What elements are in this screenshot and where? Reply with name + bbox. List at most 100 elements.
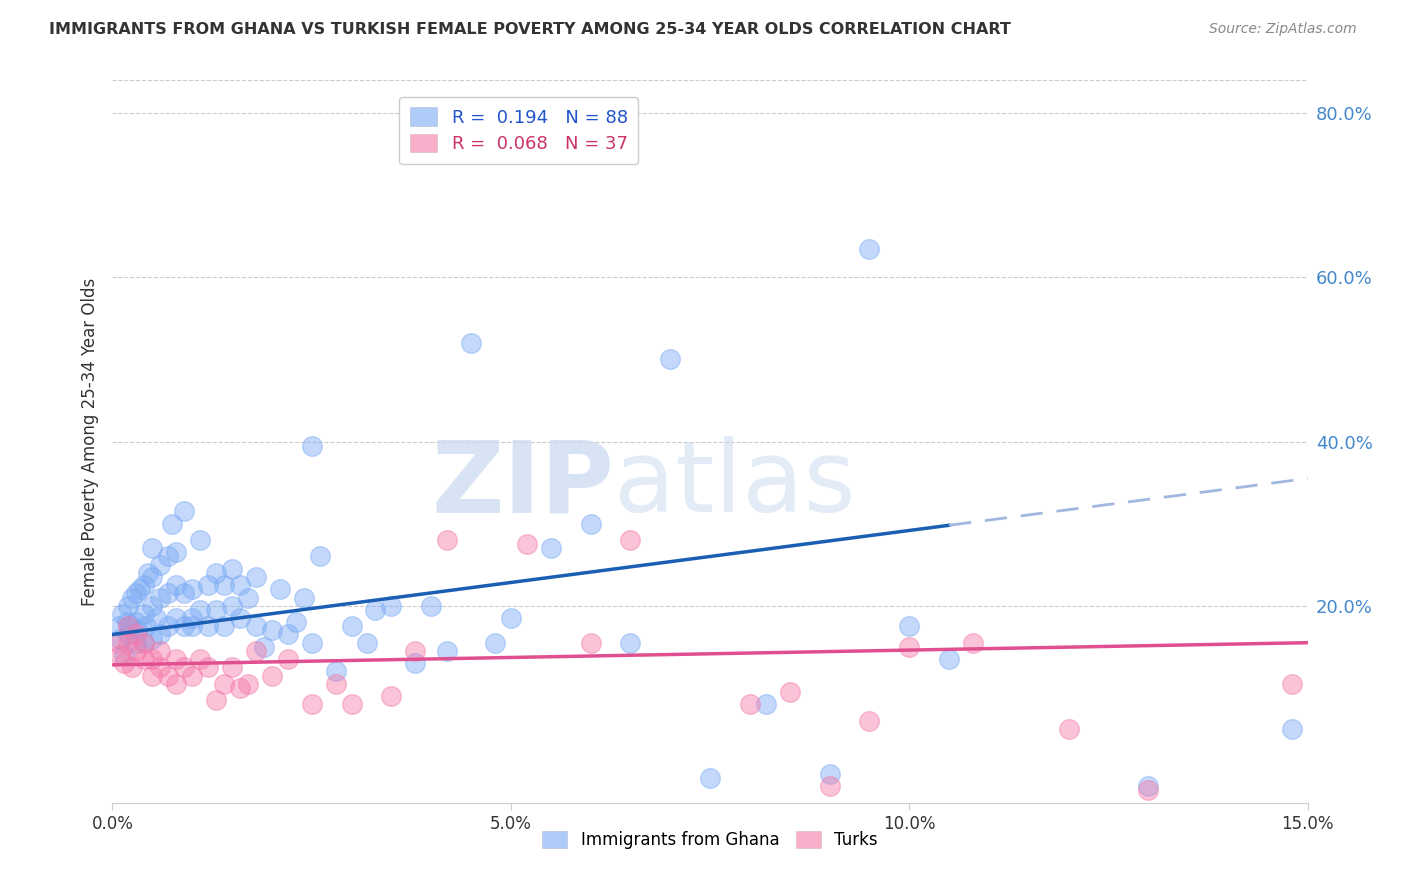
Point	[108, 636, 131, 650]
Point	[197, 619, 219, 633]
Point	[404, 657, 426, 671]
Point	[229, 578, 252, 592]
Point	[181, 582, 204, 597]
Point	[436, 644, 458, 658]
Point	[117, 627, 139, 641]
Text: ZIP: ZIP	[432, 436, 614, 533]
Point	[420, 599, 443, 613]
Point	[141, 541, 163, 556]
Point	[1057, 722, 1080, 736]
Point	[111, 607, 134, 621]
Point	[364, 603, 387, 617]
Point	[325, 665, 347, 679]
Point	[165, 611, 187, 625]
Point	[499, 611, 522, 625]
Point	[229, 611, 252, 625]
Point	[181, 619, 204, 633]
Point	[197, 660, 219, 674]
Point	[114, 657, 135, 671]
Point	[212, 677, 235, 691]
Point	[165, 545, 187, 559]
Point	[165, 677, 187, 691]
Point	[245, 619, 267, 633]
Point	[205, 693, 228, 707]
Point	[779, 685, 801, 699]
Point	[898, 619, 921, 633]
Point	[134, 578, 156, 592]
Point	[619, 533, 641, 547]
Point	[110, 632, 132, 646]
Point	[260, 624, 283, 638]
Point	[135, 619, 157, 633]
Point	[121, 591, 143, 605]
Point	[115, 615, 138, 630]
Point	[141, 570, 163, 584]
Point	[818, 767, 841, 781]
Point	[110, 648, 132, 662]
Point	[212, 619, 235, 633]
Point	[301, 439, 323, 453]
Point	[301, 698, 323, 712]
Point	[117, 636, 139, 650]
Point	[755, 698, 778, 712]
Point	[173, 619, 195, 633]
Point	[619, 636, 641, 650]
Point	[149, 558, 172, 572]
Point	[197, 578, 219, 592]
Point	[301, 636, 323, 650]
Point	[1137, 780, 1160, 794]
Point	[108, 619, 131, 633]
Point	[134, 636, 156, 650]
Point	[117, 599, 139, 613]
Point	[157, 586, 180, 600]
Point	[1281, 722, 1303, 736]
Point	[125, 615, 148, 630]
Point	[205, 603, 228, 617]
Point	[125, 636, 148, 650]
Point	[221, 562, 243, 576]
Point	[236, 591, 259, 605]
Point	[579, 636, 602, 650]
Point	[340, 698, 363, 712]
Point	[436, 533, 458, 547]
Point	[127, 624, 149, 638]
Point	[205, 566, 228, 580]
Point	[260, 668, 283, 682]
Point	[659, 352, 682, 367]
Point	[380, 599, 402, 613]
Point	[858, 714, 880, 728]
Point	[157, 619, 180, 633]
Point	[129, 582, 152, 597]
Point	[125, 644, 148, 658]
Point	[114, 648, 135, 662]
Text: Source: ZipAtlas.com: Source: ZipAtlas.com	[1209, 22, 1357, 37]
Point	[699, 771, 721, 785]
Point	[141, 668, 163, 682]
Point	[292, 591, 315, 605]
Legend: Immigrants from Ghana, Turks: Immigrants from Ghana, Turks	[536, 824, 884, 856]
Point	[540, 541, 562, 556]
Point	[188, 533, 211, 547]
Point	[173, 660, 195, 674]
Point	[145, 611, 167, 625]
Point	[738, 698, 761, 712]
Point	[325, 677, 347, 691]
Point	[484, 636, 506, 650]
Point	[245, 570, 267, 584]
Point	[181, 668, 204, 682]
Point	[818, 780, 841, 794]
Point	[141, 599, 163, 613]
Point	[221, 599, 243, 613]
Point	[277, 627, 299, 641]
Point	[157, 549, 180, 564]
Text: IMMIGRANTS FROM GHANA VS TURKISH FEMALE POVERTY AMONG 25-34 YEAR OLDS CORRELATIO: IMMIGRANTS FROM GHANA VS TURKISH FEMALE …	[49, 22, 1011, 37]
Point	[356, 636, 378, 650]
Point	[173, 504, 195, 518]
Point	[125, 627, 148, 641]
Point	[858, 242, 880, 256]
Point	[277, 652, 299, 666]
Point	[188, 603, 211, 617]
Point	[308, 549, 330, 564]
Point	[134, 636, 156, 650]
Point	[141, 632, 163, 646]
